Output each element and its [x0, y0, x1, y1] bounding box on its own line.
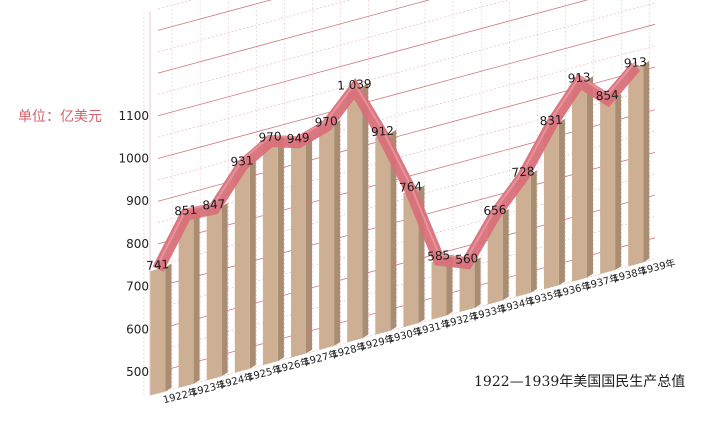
bar-side: [165, 263, 172, 392]
bar-front: [543, 122, 559, 290]
bar-side: [249, 159, 256, 369]
data-label: 831: [539, 113, 563, 129]
bar-side: [587, 76, 593, 278]
gridline: [157, 0, 431, 74]
bar-side: [221, 203, 228, 377]
trend-ribbon: [152, 61, 641, 272]
y-axis-ticks: 500 600 700 800 900 1000 1100: [118, 109, 149, 379]
bar-1939年: [628, 61, 650, 267]
bar-front: [234, 163, 250, 373]
bar-1937年: [572, 76, 593, 282]
data-label: 847: [202, 197, 226, 213]
bar-side: [558, 118, 565, 286]
gridline: [157, 45, 656, 181]
bar-front: [291, 140, 306, 358]
bar-front: [487, 212, 503, 305]
data-label: 970: [314, 114, 338, 130]
data-label: 912: [371, 124, 395, 140]
data-label: 560: [455, 251, 479, 267]
bar-front: [206, 206, 222, 381]
bar-1926年: [262, 135, 284, 366]
bar-1924年: [206, 203, 228, 381]
bar-1925年: [234, 159, 256, 373]
bar-1930年: [375, 129, 397, 335]
y-tick-label: 1100: [118, 109, 149, 123]
y-tick-label: 600: [126, 322, 149, 336]
y-tick-label: 900: [126, 194, 149, 208]
trend-line: [152, 62, 641, 272]
data-label: 656: [483, 203, 507, 219]
gridline: [157, 0, 351, 52]
bar-side: [643, 61, 650, 263]
bar-1938年: [600, 93, 622, 274]
bar-side: [390, 129, 397, 331]
bar-side: [615, 93, 622, 270]
data-label: 913: [624, 55, 648, 71]
bar-front: [600, 97, 616, 274]
bar-front: [347, 86, 363, 343]
bar-side: [474, 257, 481, 308]
bar-side: [530, 170, 537, 293]
unit-label: 单位：亿美元: [18, 109, 102, 125]
bar-front: [515, 173, 531, 297]
bar-front: [178, 212, 194, 388]
bar-front: [431, 257, 447, 320]
bar-side: [306, 136, 312, 354]
chart-bars: [150, 61, 650, 396]
bar-1933年: [459, 257, 481, 312]
bar-1928年: [319, 120, 341, 350]
bar-side: [446, 254, 453, 316]
gridline: [157, 2, 656, 138]
data-label: 913: [567, 70, 591, 86]
bar-front: [150, 267, 166, 396]
data-label: 931: [230, 153, 254, 169]
data-label: 585: [427, 248, 451, 264]
bar-front: [375, 133, 391, 335]
gridline: [157, 0, 589, 117]
bar-1927年: [291, 136, 312, 358]
bar-front: [319, 123, 335, 350]
trend-line-highlight: [157, 61, 637, 265]
data-label: 851: [174, 203, 198, 219]
y-tick-label: 500: [126, 365, 149, 379]
bar-1935年: [515, 170, 537, 297]
gridline: [157, 0, 273, 31]
bar-1934年: [487, 208, 509, 305]
gridline: [157, 23, 656, 159]
gridline: [157, 0, 509, 95]
y-tick-label: 700: [126, 280, 149, 294]
bar-side: [362, 83, 369, 339]
chart-title: 1922—1939年美国国民生产总值: [474, 374, 686, 390]
bar-side: [277, 135, 284, 361]
bar-side: [193, 208, 200, 384]
bar-front: [459, 260, 475, 312]
bar-front: [628, 64, 644, 267]
data-label: 949: [286, 131, 310, 147]
bar-front: [403, 188, 419, 328]
data-label: 1 039: [337, 77, 372, 93]
data-label: 728: [511, 164, 535, 180]
y-tick-label: 1000: [118, 152, 149, 166]
bar-side: [334, 120, 341, 346]
bar-1936年: [543, 118, 565, 290]
data-label: 741: [146, 257, 170, 273]
data-label: 854: [595, 88, 619, 104]
y-tick-label: 800: [126, 237, 149, 251]
data-label: 764: [399, 179, 423, 195]
bar-front: [572, 79, 587, 282]
bar-1922年: [150, 263, 172, 396]
bar-1929年: [347, 83, 369, 343]
bar-side: [502, 208, 509, 301]
data-label: 970: [258, 129, 282, 145]
bar-1932年: [431, 254, 453, 320]
bar-1923年: [178, 208, 200, 388]
bar-front: [262, 138, 278, 366]
